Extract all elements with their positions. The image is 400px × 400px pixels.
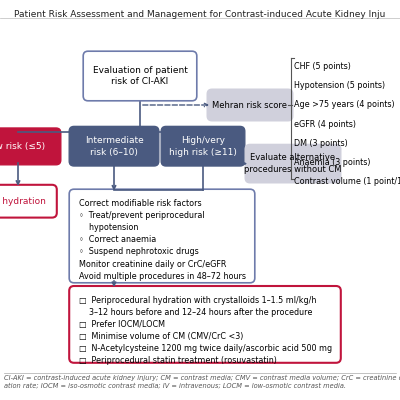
Text: eGFR (4 points): eGFR (4 points): [294, 120, 356, 129]
Text: Patient Risk Assessment and Management for Contrast-induced Acute Kidney Inju: Patient Risk Assessment and Management f…: [14, 10, 386, 19]
FancyBboxPatch shape: [207, 89, 293, 121]
Text: Hypotension (5 points): Hypotension (5 points): [294, 81, 385, 90]
Text: Mehran risk score: Mehran risk score: [212, 100, 288, 110]
Text: High/very
high risk (≥11): High/very high risk (≥11): [169, 136, 237, 157]
Text: Anaemia (3 points): Anaemia (3 points): [294, 158, 370, 167]
Text: Contrast volume (1 point/1: Contrast volume (1 point/1: [294, 177, 400, 186]
FancyBboxPatch shape: [0, 185, 57, 218]
FancyBboxPatch shape: [161, 126, 245, 166]
FancyBboxPatch shape: [83, 51, 197, 101]
FancyBboxPatch shape: [0, 128, 61, 165]
Text: I/IV hydration: I/IV hydration: [0, 197, 46, 206]
Text: Evaluate alternative
procedures without CM: Evaluate alternative procedures without …: [244, 153, 342, 174]
FancyBboxPatch shape: [69, 286, 341, 363]
Text: Evaluation of patient
risk of CI-AKI: Evaluation of patient risk of CI-AKI: [92, 66, 188, 86]
Text: Age >75 years (4 points): Age >75 years (4 points): [294, 100, 395, 109]
Text: ow risk (≤5): ow risk (≤5): [0, 142, 46, 151]
Text: Intermediate
risk (6–10): Intermediate risk (6–10): [85, 136, 143, 157]
FancyBboxPatch shape: [69, 189, 255, 283]
Text: □  Periprocedural hydration with crystalloids 1–1.5 ml/kg/h
    3–12 hours befor: □ Periprocedural hydration with crystall…: [79, 296, 332, 365]
Text: Correct modifiable risk factors
◦  Treat/prevent periprocedural
    hypotension
: Correct modifiable risk factors ◦ Treat/…: [79, 199, 246, 281]
Text: CI-AKI = contrast-induced acute kidney injury; CM = contrast media; CMV = contra: CI-AKI = contrast-induced acute kidney i…: [4, 375, 400, 389]
FancyBboxPatch shape: [245, 144, 341, 183]
FancyBboxPatch shape: [69, 126, 159, 166]
Text: CHF (5 points): CHF (5 points): [294, 62, 351, 71]
Text: DM (3 points): DM (3 points): [294, 139, 348, 148]
